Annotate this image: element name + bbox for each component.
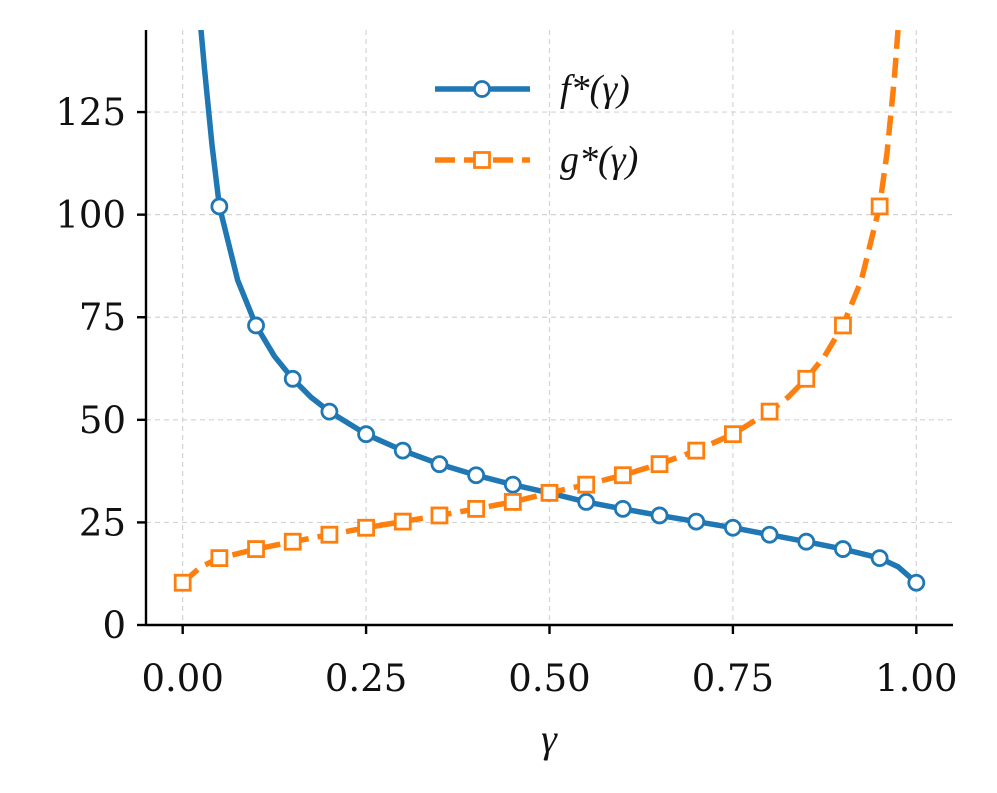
data-point-g (540, 483, 559, 502)
data-point-f (393, 441, 412, 460)
data-point-f (687, 512, 706, 531)
series-line-g (180, 30, 901, 585)
data-point-f (247, 316, 265, 335)
data-point-f (907, 573, 926, 592)
legend-item-g: g*(γ) (435, 139, 638, 181)
y-tick-label: 100 (55, 194, 126, 237)
data-point-g (210, 549, 229, 568)
data-point-f (797, 532, 816, 551)
legend-label-g: g*(γ) (560, 139, 638, 181)
data-point-g (577, 475, 596, 494)
data-point-g (834, 316, 852, 335)
data-point-f (834, 540, 852, 558)
y-tick-label: 125 (55, 91, 126, 134)
data-point-g (760, 402, 779, 421)
data-point-f (210, 197, 229, 216)
data-point-g (357, 518, 375, 537)
x-axis-title: γ (541, 716, 558, 761)
data-point-g (687, 441, 706, 460)
data-point-g (430, 506, 449, 525)
series-layer (173, 30, 926, 592)
data-point-g (247, 540, 265, 558)
data-point-f (283, 369, 302, 388)
y-tick-label: 0 (102, 604, 126, 647)
data-point-f (613, 499, 632, 518)
data-point-g (393, 512, 412, 531)
data-point-f (320, 402, 339, 421)
y-tick-label: 25 (79, 501, 126, 544)
data-point-f (577, 492, 596, 511)
x-tick-label: 0.50 (508, 657, 590, 700)
x-tick-label: 0.00 (141, 657, 223, 700)
legend: f*(γ) g*(γ) (435, 68, 638, 181)
series-line-f (198, 30, 920, 586)
data-point-g (503, 492, 522, 511)
x-tick-label: 0.75 (692, 657, 774, 700)
y-ticks: 0 25 50 75 100 125 (55, 91, 146, 647)
data-point-g (870, 197, 889, 216)
x-ticks: 0.00 0.25 0.50 0.75 1.00 (141, 625, 958, 700)
data-point-f (650, 506, 669, 525)
legend-marker-g (473, 151, 491, 169)
data-point-g (173, 573, 192, 592)
data-point-g (283, 532, 302, 551)
data-point-f (357, 425, 375, 444)
legend-item-f: f*(γ) (435, 68, 630, 110)
data-point-g (320, 525, 339, 544)
legend-label-f: f*(γ) (560, 68, 630, 110)
series-g (173, 30, 901, 592)
data-point-f (503, 475, 522, 494)
x-tick-label: 1.00 (875, 657, 957, 700)
data-point-g (613, 466, 632, 485)
data-point-f (467, 466, 486, 485)
y-tick-label: 75 (79, 296, 126, 339)
data-point-f (870, 549, 889, 568)
data-point-f (724, 518, 742, 537)
data-point-f (430, 455, 449, 474)
data-point-f (760, 525, 779, 544)
data-point-g (797, 369, 816, 388)
x-tick-label: 0.25 (325, 657, 407, 700)
grid (146, 30, 953, 625)
data-point-g (467, 499, 486, 518)
y-tick-label: 50 (79, 399, 126, 442)
series-f (198, 30, 926, 592)
legend-marker-f (473, 80, 491, 98)
data-point-g (650, 455, 669, 474)
data-point-g (724, 425, 742, 444)
